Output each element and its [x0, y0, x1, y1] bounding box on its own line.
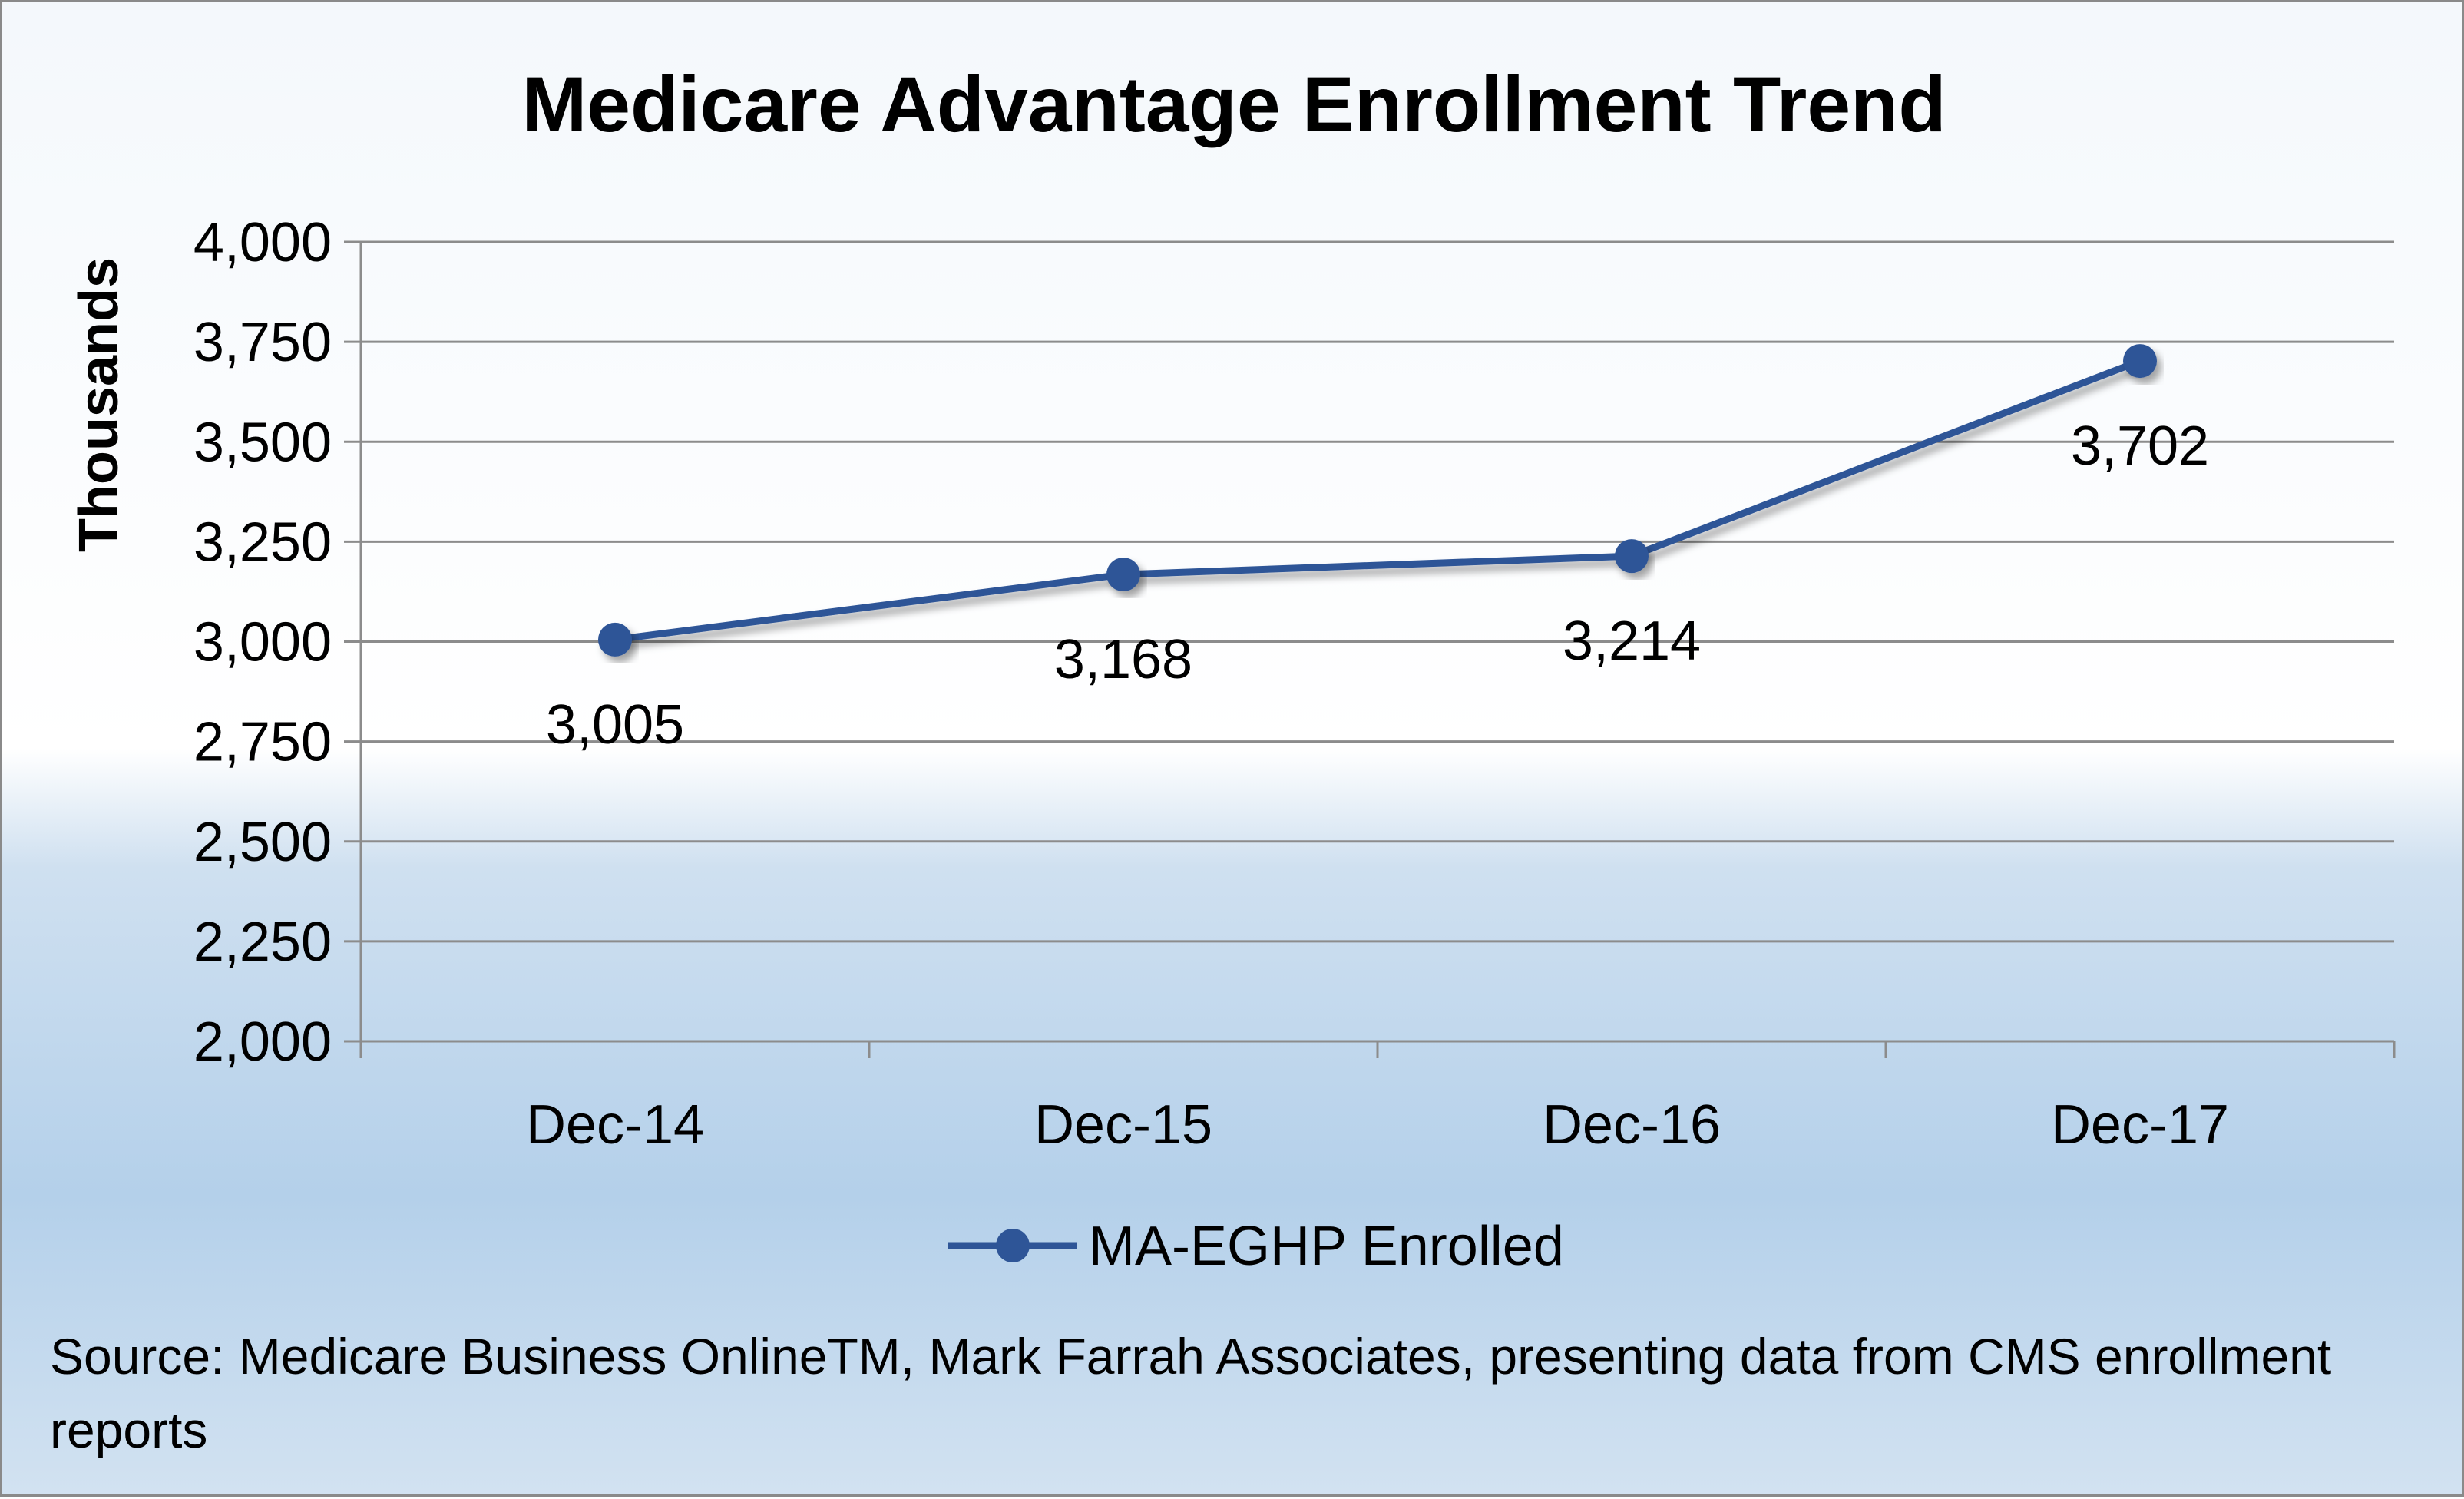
y-axis-title: Thousands: [68, 257, 130, 552]
y-tick-label: 3,750: [193, 312, 332, 373]
gridlines: [344, 240, 2394, 1043]
x-tick-label: Dec-14: [526, 1094, 704, 1156]
y-tick-label: 2,500: [193, 812, 332, 873]
data-label: 3,702: [2071, 415, 2209, 477]
data-label: 3,168: [1054, 629, 1192, 690]
chart-title: Medicare Advantage Enrollment Trend: [521, 61, 1946, 148]
legend-point-marker: [996, 1229, 1030, 1262]
x-tick-label: Dec-15: [1034, 1094, 1212, 1156]
data-point: [598, 622, 632, 657]
series-ma-eghp-enrolled: [598, 344, 2157, 657]
y-tick-label: 3,250: [193, 511, 332, 573]
x-tick-label: Dec-16: [1543, 1094, 1721, 1156]
data-label: 3,214: [1563, 611, 1701, 672]
x-axis: [359, 242, 2396, 1058]
legend-label: MA-EGHP Enrolled: [1089, 1216, 1564, 1277]
x-axis-tick-labels: Dec-14 Dec-15 Dec-16 Dec-17: [526, 1094, 2229, 1156]
series-line: [614, 357, 2142, 644]
y-tick-label: 2,750: [193, 712, 332, 773]
y-tick-label: 3,000: [193, 612, 332, 673]
legend: MA-EGHP Enrolled: [948, 1216, 1564, 1277]
y-tick-label: 2,250: [193, 912, 332, 973]
y-tick-label: 3,500: [193, 412, 332, 473]
data-label: 3,005: [546, 694, 684, 756]
data-point: [1615, 539, 1649, 574]
data-point: [1106, 558, 1140, 592]
data-labels: 3,005 3,168 3,214 3,702: [546, 415, 2209, 756]
y-axis-tick-labels: 2,000 2,250 2,500 2,750 3,000 3,250 3,500 3,750…: [193, 212, 332, 1073]
y-tick-label: 2,000: [193, 1011, 332, 1073]
y-tick-label: 4,000: [193, 212, 332, 273]
x-tick-label: Dec-17: [2051, 1094, 2229, 1156]
source-note: Source: Medicare Business OnlineTM, Mark…: [50, 1328, 2332, 1458]
data-point: [2123, 344, 2157, 379]
